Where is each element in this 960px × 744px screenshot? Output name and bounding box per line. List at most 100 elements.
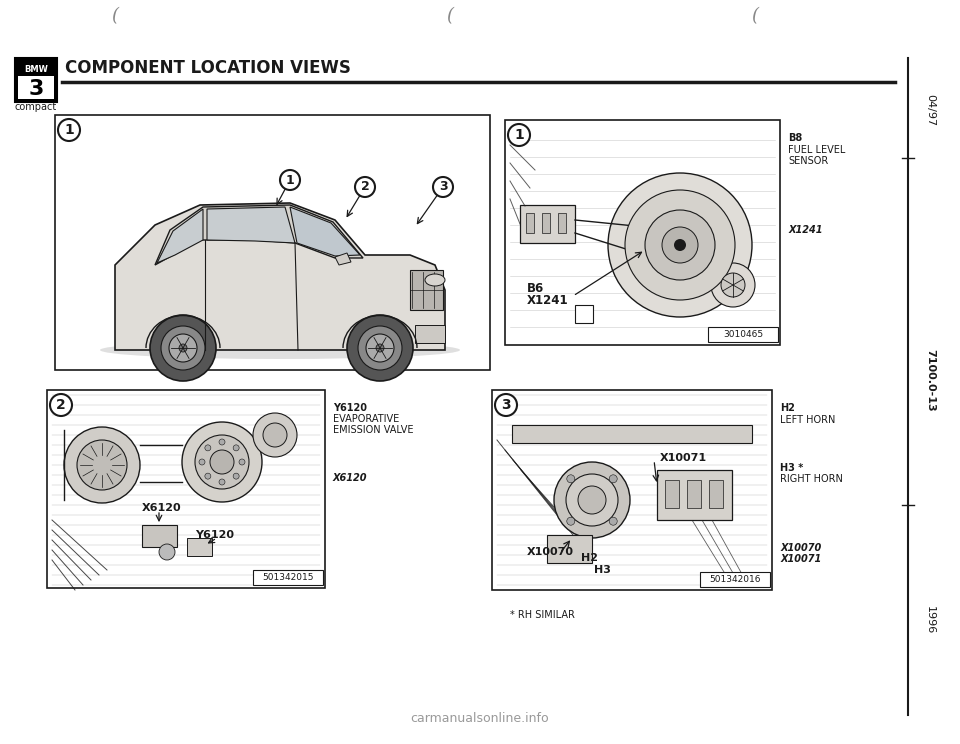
Text: X10071: X10071 xyxy=(780,554,821,564)
Text: FUEL LEVEL: FUEL LEVEL xyxy=(788,145,846,155)
Circle shape xyxy=(179,344,187,352)
Text: 3010465: 3010465 xyxy=(723,330,763,339)
Bar xyxy=(558,213,566,233)
Circle shape xyxy=(263,423,287,447)
Text: (: ( xyxy=(752,7,758,25)
Polygon shape xyxy=(207,207,295,243)
Text: 1: 1 xyxy=(64,123,74,137)
Text: * RH SIMILAR: * RH SIMILAR xyxy=(510,610,575,620)
Circle shape xyxy=(566,517,575,525)
Bar xyxy=(505,120,780,345)
Text: 3: 3 xyxy=(501,398,511,412)
Bar xyxy=(187,538,212,556)
Bar xyxy=(492,390,772,590)
Circle shape xyxy=(711,263,755,307)
Circle shape xyxy=(376,344,384,352)
Text: H3: H3 xyxy=(593,565,611,575)
Circle shape xyxy=(566,475,575,483)
Circle shape xyxy=(433,177,453,197)
Circle shape xyxy=(662,227,698,263)
Circle shape xyxy=(161,326,205,370)
Text: Y6120: Y6120 xyxy=(195,530,234,540)
Circle shape xyxy=(204,445,211,451)
Circle shape xyxy=(150,315,216,381)
Text: Y6120: Y6120 xyxy=(333,403,367,413)
Polygon shape xyxy=(115,203,445,350)
Text: 501342015: 501342015 xyxy=(262,573,314,582)
Circle shape xyxy=(366,334,394,362)
Text: SENSOR: SENSOR xyxy=(788,156,828,166)
Circle shape xyxy=(50,394,72,416)
Text: RIGHT HORN: RIGHT HORN xyxy=(780,474,843,484)
Bar xyxy=(15,58,57,102)
Text: EVAPORATIVE: EVAPORATIVE xyxy=(333,414,399,424)
Circle shape xyxy=(721,273,745,297)
Circle shape xyxy=(508,124,530,146)
Bar xyxy=(142,525,177,547)
Text: H2: H2 xyxy=(780,403,795,413)
Bar xyxy=(55,115,490,370)
Text: COMPONENT LOCATION VIEWS: COMPONENT LOCATION VIEWS xyxy=(65,59,350,77)
Circle shape xyxy=(210,450,234,474)
Circle shape xyxy=(495,394,517,416)
Bar xyxy=(709,480,723,508)
Circle shape xyxy=(199,459,205,465)
Circle shape xyxy=(610,475,617,483)
Bar xyxy=(47,390,325,588)
Bar xyxy=(15,58,57,102)
Text: 04/97: 04/97 xyxy=(925,94,935,126)
Bar xyxy=(700,572,770,587)
Circle shape xyxy=(674,239,686,251)
Polygon shape xyxy=(335,253,351,265)
Text: 2: 2 xyxy=(361,181,370,193)
Bar xyxy=(410,270,443,310)
Circle shape xyxy=(77,440,127,490)
Circle shape xyxy=(554,462,630,538)
Circle shape xyxy=(347,315,413,381)
Text: B8: B8 xyxy=(788,133,803,143)
Circle shape xyxy=(159,544,175,560)
Ellipse shape xyxy=(100,341,460,359)
Text: 1: 1 xyxy=(515,128,524,142)
Text: (: ( xyxy=(446,7,453,25)
Circle shape xyxy=(358,326,402,370)
Ellipse shape xyxy=(425,274,445,286)
Text: 3: 3 xyxy=(28,79,44,99)
Text: X10070: X10070 xyxy=(527,547,574,557)
Text: H2: H2 xyxy=(582,553,598,563)
Text: X10071: X10071 xyxy=(660,453,708,463)
Bar xyxy=(575,305,593,323)
Circle shape xyxy=(219,439,225,445)
Circle shape xyxy=(204,473,211,479)
Circle shape xyxy=(645,210,715,280)
Text: X10070: X10070 xyxy=(780,543,821,553)
Circle shape xyxy=(578,486,606,514)
Text: X1241: X1241 xyxy=(788,225,823,235)
Polygon shape xyxy=(290,207,360,256)
Text: BMW: BMW xyxy=(24,65,48,74)
Text: H3 *: H3 * xyxy=(780,463,804,473)
Text: X6120: X6120 xyxy=(142,503,181,513)
Text: (: ( xyxy=(111,7,118,25)
Bar xyxy=(547,535,592,563)
Text: 501342016: 501342016 xyxy=(709,575,760,584)
Circle shape xyxy=(169,334,197,362)
Text: X1241: X1241 xyxy=(527,295,568,307)
Circle shape xyxy=(566,474,618,526)
Circle shape xyxy=(610,517,617,525)
Circle shape xyxy=(280,170,300,190)
Bar xyxy=(512,425,752,443)
Circle shape xyxy=(233,473,239,479)
Circle shape xyxy=(253,413,297,457)
Bar xyxy=(708,327,778,342)
Bar xyxy=(415,325,445,343)
Text: LEFT HORN: LEFT HORN xyxy=(780,415,835,425)
Text: X6120: X6120 xyxy=(333,473,368,483)
Circle shape xyxy=(64,427,140,503)
Polygon shape xyxy=(157,209,203,263)
Circle shape xyxy=(239,459,245,465)
Circle shape xyxy=(355,177,375,197)
Text: EMISSION VALVE: EMISSION VALVE xyxy=(333,425,414,435)
Bar xyxy=(520,205,575,243)
Text: B6: B6 xyxy=(527,281,544,295)
